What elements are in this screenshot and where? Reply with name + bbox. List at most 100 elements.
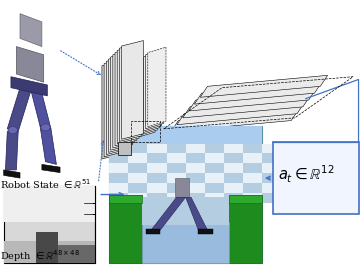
- Bar: [109, 183, 128, 193]
- Bar: [262, 193, 281, 203]
- Polygon shape: [5, 132, 18, 170]
- Bar: [224, 163, 243, 173]
- Polygon shape: [16, 47, 44, 82]
- Bar: [109, 153, 128, 163]
- Bar: [109, 163, 128, 173]
- Bar: [146, 229, 160, 234]
- Polygon shape: [7, 88, 31, 132]
- Bar: [262, 153, 281, 163]
- Polygon shape: [36, 232, 58, 263]
- Bar: [262, 183, 281, 193]
- Bar: [4, 241, 95, 263]
- Polygon shape: [189, 89, 316, 111]
- Bar: [229, 195, 262, 263]
- Polygon shape: [113, 49, 135, 148]
- Circle shape: [41, 124, 50, 131]
- Bar: [142, 197, 229, 225]
- Bar: [243, 144, 262, 153]
- Polygon shape: [115, 47, 137, 146]
- Polygon shape: [183, 96, 310, 118]
- Bar: [205, 193, 224, 203]
- Bar: [147, 163, 166, 173]
- Bar: [147, 193, 166, 203]
- Bar: [167, 163, 186, 173]
- Bar: [273, 142, 359, 214]
- Bar: [109, 195, 142, 263]
- Bar: [109, 193, 128, 203]
- Bar: [128, 193, 147, 203]
- Polygon shape: [11, 77, 47, 96]
- Polygon shape: [104, 58, 126, 157]
- Polygon shape: [4, 170, 20, 178]
- Polygon shape: [119, 43, 141, 141]
- Text: $a_t\in \mathbb{R}^{12}$: $a_t\in \mathbb{R}^{12}$: [278, 163, 335, 185]
- Polygon shape: [177, 103, 304, 125]
- Bar: [243, 193, 262, 203]
- Bar: [167, 144, 186, 153]
- Bar: [109, 126, 262, 195]
- Bar: [4, 186, 95, 263]
- Bar: [109, 126, 262, 263]
- Polygon shape: [137, 58, 155, 138]
- Bar: [186, 153, 205, 163]
- Bar: [243, 153, 262, 163]
- Polygon shape: [31, 90, 51, 129]
- Bar: [224, 144, 243, 153]
- Bar: [186, 144, 205, 153]
- Bar: [147, 183, 166, 193]
- Polygon shape: [194, 82, 322, 104]
- Polygon shape: [122, 41, 143, 139]
- Bar: [205, 173, 224, 183]
- Bar: [128, 163, 147, 173]
- Bar: [147, 173, 166, 183]
- Polygon shape: [58, 245, 95, 263]
- Polygon shape: [171, 110, 298, 132]
- Bar: [205, 153, 224, 163]
- Polygon shape: [229, 195, 262, 203]
- Polygon shape: [106, 56, 128, 155]
- Bar: [262, 173, 281, 183]
- Bar: [128, 183, 147, 193]
- Bar: [205, 163, 224, 173]
- Polygon shape: [102, 60, 124, 159]
- Polygon shape: [111, 52, 132, 150]
- Bar: [262, 163, 281, 173]
- Bar: [167, 173, 186, 183]
- Polygon shape: [108, 54, 130, 152]
- Text: Robot State $\in \mathbb{R}^{51}$: Robot State $\in \mathbb{R}^{51}$: [0, 177, 91, 190]
- Polygon shape: [141, 54, 159, 133]
- Polygon shape: [117, 45, 139, 144]
- Polygon shape: [151, 197, 186, 230]
- Bar: [243, 183, 262, 193]
- Polygon shape: [200, 75, 328, 97]
- Bar: [243, 163, 262, 173]
- Bar: [167, 153, 186, 163]
- Polygon shape: [42, 164, 60, 173]
- Bar: [167, 193, 186, 203]
- Bar: [186, 193, 205, 203]
- Bar: [186, 173, 205, 183]
- Polygon shape: [20, 14, 42, 47]
- Polygon shape: [143, 52, 162, 131]
- Bar: [205, 144, 224, 153]
- Polygon shape: [148, 47, 166, 127]
- Bar: [142, 222, 229, 263]
- Bar: [131, 121, 160, 142]
- Polygon shape: [135, 60, 153, 140]
- Bar: [224, 193, 243, 203]
- Bar: [262, 144, 281, 153]
- Bar: [175, 178, 189, 197]
- Bar: [128, 153, 147, 163]
- Polygon shape: [139, 56, 157, 135]
- Circle shape: [8, 127, 17, 134]
- Bar: [118, 142, 131, 155]
- Bar: [167, 183, 186, 193]
- Bar: [224, 153, 243, 163]
- Bar: [205, 183, 224, 193]
- Bar: [109, 173, 128, 183]
- Bar: [147, 153, 166, 163]
- Bar: [4, 186, 95, 222]
- Bar: [198, 229, 213, 234]
- Bar: [128, 173, 147, 183]
- Polygon shape: [146, 49, 164, 129]
